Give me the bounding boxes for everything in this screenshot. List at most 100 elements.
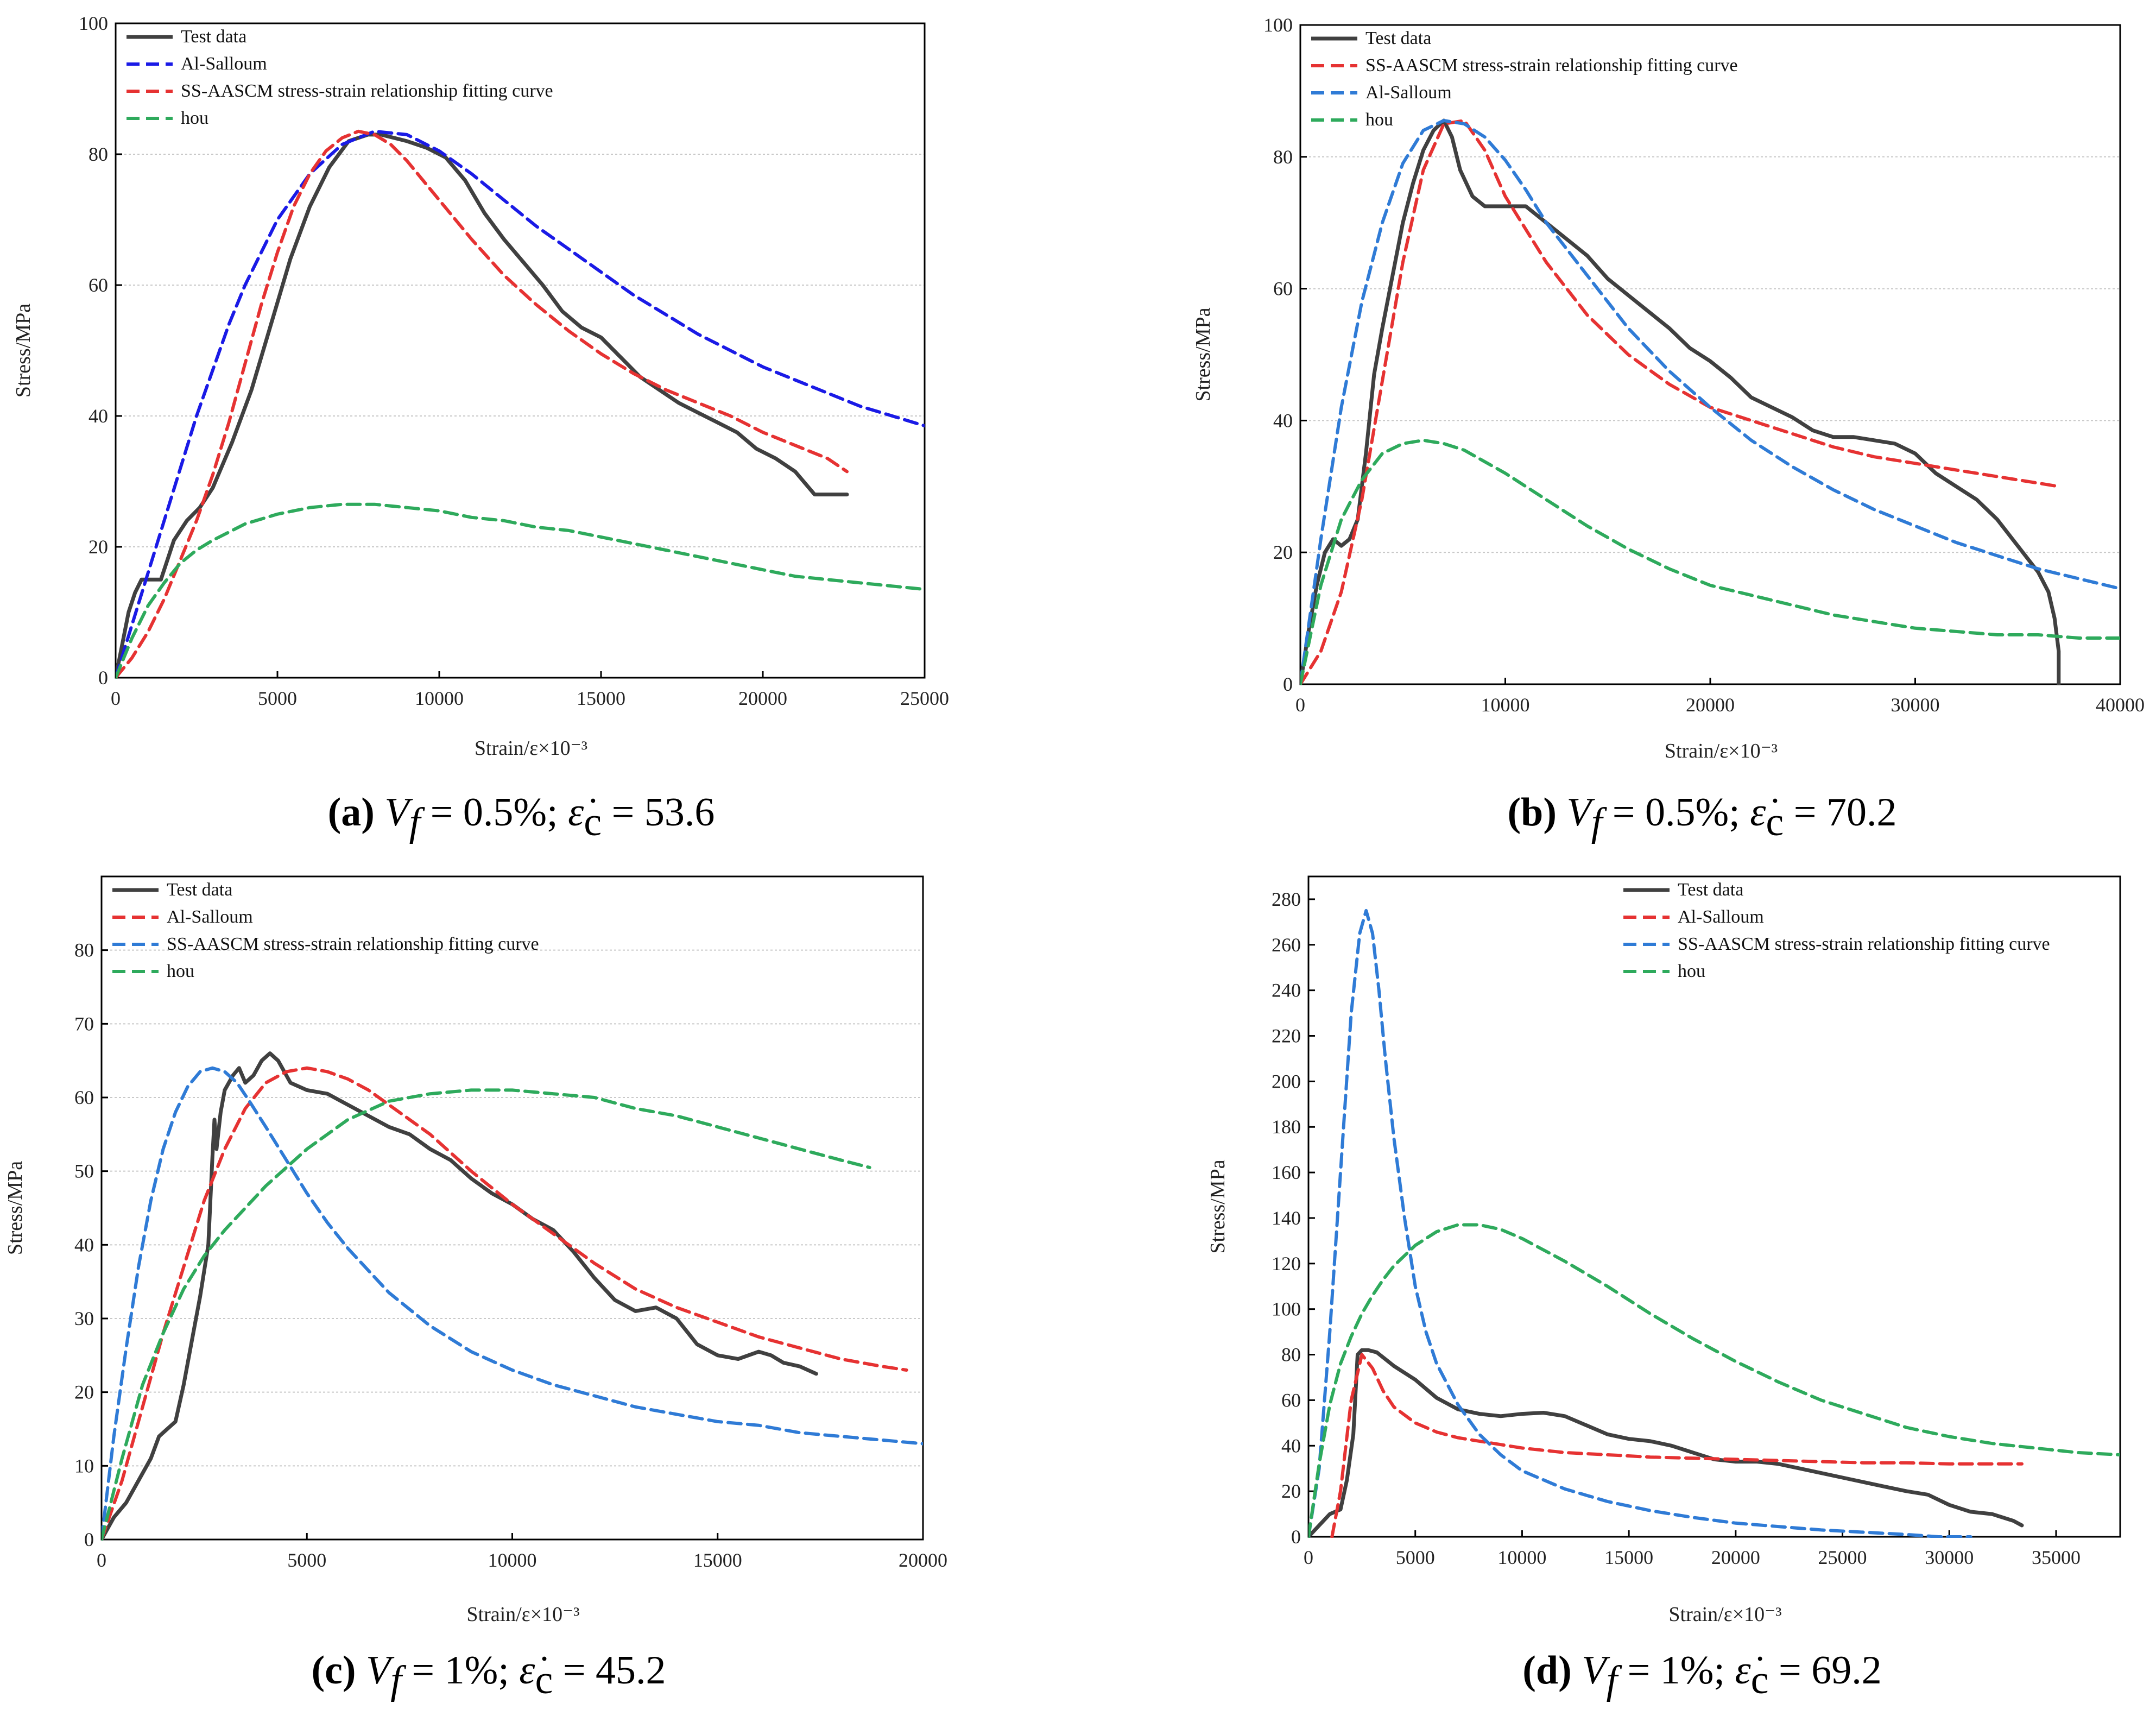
caption-part: V (1566, 790, 1595, 835)
series-line-a-1 (116, 129, 925, 679)
x-tick-label: 40000 (2096, 694, 2145, 716)
y-tick-label: 60 (1273, 278, 1293, 300)
plot-frame (100, 875, 924, 1541)
y-tick-label: 80 (88, 143, 108, 165)
y-tick-label: 120 (1272, 1253, 1301, 1275)
series-group (116, 129, 925, 679)
y-tick-label: 200 (1272, 1070, 1301, 1092)
y-tick-label: 0 (84, 1529, 94, 1550)
legend-entry: Test data (167, 880, 232, 900)
x-tick-label: 25000 (900, 687, 949, 709)
x-tick-label: 10000 (415, 687, 464, 709)
chart-caption: (a) Vf = 0.5%; ε̇c = 53.6 (328, 790, 715, 844)
caption-part: (a) (328, 790, 385, 835)
series-line-d-3 (1308, 1223, 2120, 1538)
caption-part: = 1%; (1617, 1648, 1735, 1693)
legend-entry: hou (181, 108, 208, 128)
x-tick-label: 15000 (1604, 1547, 1653, 1568)
x-tick-label: 25000 (1818, 1547, 1867, 1568)
legend-entry: hou (1365, 110, 1393, 130)
y-tick-label: 0 (98, 667, 108, 689)
caption-part: (c) (311, 1648, 366, 1693)
x-tick-label: 0 (1295, 694, 1305, 716)
y-tick-label: 100 (1272, 1298, 1301, 1320)
caption-part: = 53.6 (602, 790, 715, 835)
series-line-b-2 (1300, 119, 2120, 685)
caption-part: = 70.2 (1784, 790, 1896, 835)
series-line-d-0 (1308, 1348, 2024, 1538)
y-tick-label: 0 (1291, 1526, 1301, 1548)
x-axis-label: Strain/ε×10⁻³ (466, 1603, 579, 1626)
y-tick-label: 10 (74, 1455, 94, 1477)
x-tick-label: 0 (111, 687, 121, 709)
x-tick-label: 0 (97, 1549, 106, 1571)
chart-panel-c: 0 10 20 30 40 50 60 70 80 0 5000 10000 15000 20000 Str… (4, 875, 947, 1702)
series-line-a-0 (116, 133, 849, 679)
caption-part: c (1766, 800, 1784, 844)
y-tick-label: 100 (79, 12, 108, 34)
y-tick-label: 240 (1272, 980, 1301, 1001)
legend-entry: SS-AASCM stress-strain relationship fitt… (181, 81, 553, 101)
series-group (1308, 909, 2120, 1538)
x-tick-label: 20000 (899, 1549, 947, 1571)
series-line-c-3 (102, 1088, 871, 1541)
chart-caption: (d) Vf = 1%; ε̇c = 69.2 (1522, 1648, 1881, 1702)
y-tick-label: 70 (74, 1013, 94, 1034)
x-tick-label: 10000 (1497, 1547, 1546, 1568)
y-tick-label: 40 (88, 405, 108, 427)
legend-entry: Test data (181, 27, 246, 47)
series-line-d-1 (1330, 1353, 2024, 1538)
series-line-b-0 (1300, 118, 2061, 685)
chart-caption: (c) Vf = 1%; ε̇c = 45.2 (311, 1648, 666, 1702)
y-tick-label: 60 (1281, 1389, 1301, 1411)
x-tick-label: 20000 (738, 687, 787, 709)
caption-part: c (584, 800, 602, 844)
legend-entry: Al-Salloum (181, 54, 267, 74)
series-line-c-1 (102, 1066, 908, 1541)
y-tick-label: 60 (88, 274, 108, 296)
legend-entry: SS-AASCM stress-strain relationship fitt… (1365, 55, 1738, 75)
legend-entry: Test data (1678, 880, 1743, 900)
series-group (102, 1051, 923, 1541)
x-tick-label: 20000 (1711, 1547, 1760, 1568)
series-group (1300, 118, 2120, 685)
x-axis-label: Strain/ε×10⁻³ (1668, 1603, 1781, 1626)
caption-part: = 1%; (402, 1648, 519, 1693)
chart-panel-d: 0 20 40 60 80 100 120 140 160 180 200 220 240 260 280 0… (1206, 875, 2121, 1702)
y-tick-label: 40 (74, 1234, 94, 1256)
series-line-b-1 (1300, 119, 2060, 685)
caption-part: c (535, 1658, 553, 1702)
x-tick-label: 5000 (287, 1549, 326, 1571)
series-line-a-2 (116, 129, 849, 679)
x-axis-label: Strain/ε×10⁻³ (475, 737, 587, 760)
x-tick-label: 35000 (2032, 1547, 2081, 1568)
y-tick-label: 100 (1263, 14, 1293, 36)
y-tick-label: 180 (1272, 1116, 1301, 1138)
x-tick-label: 15000 (693, 1549, 742, 1571)
y-tick-label: 260 (1272, 934, 1301, 956)
series-line-c-0 (102, 1051, 818, 1541)
caption-part: = 69.2 (1768, 1648, 1881, 1693)
legend-entry: Al-Salloum (1678, 907, 1764, 927)
x-tick-label: 0 (1304, 1547, 1313, 1568)
y-tick-label: 20 (74, 1381, 94, 1403)
x-tick-label: 30000 (1925, 1547, 1974, 1568)
chart-panel-a: 0 20 40 60 80 100 0 5000 10000 15000 20000 25000 Str… (12, 12, 949, 844)
y-axis-label: Stress/MPa (12, 304, 35, 398)
y-tick-label: 20 (1273, 541, 1293, 563)
y-tick-label: 160 (1272, 1162, 1301, 1183)
y-tick-label: 80 (1273, 146, 1293, 168)
series-line-b-3 (1300, 438, 2120, 685)
caption-part: V (384, 790, 413, 835)
y-axis-label: Stress/MPa (1206, 1159, 1229, 1253)
plot-frame (115, 22, 926, 679)
x-tick-label: 5000 (1396, 1547, 1435, 1568)
y-tick-label: 140 (1272, 1207, 1301, 1229)
series-line-d-2 (1308, 909, 1972, 1538)
caption-part: = 0.5%; (1602, 790, 1750, 835)
caption-part: c (1751, 1658, 1769, 1702)
y-axis-label: Stress/MPa (4, 1161, 27, 1255)
legend-entry: hou (167, 961, 194, 981)
chart-caption: (b) Vf = 0.5%; ε̇c = 70.2 (1508, 790, 1897, 844)
